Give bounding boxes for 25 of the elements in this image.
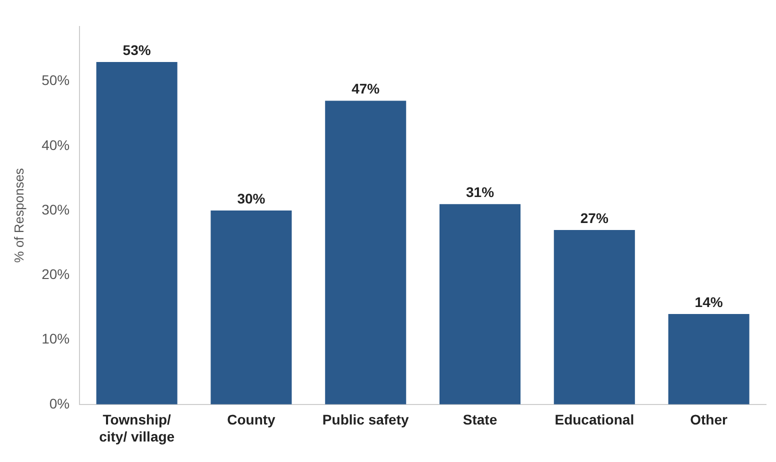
data-label: 31% (466, 184, 495, 200)
bar (668, 314, 750, 404)
x-tick-label: Educational (554, 412, 634, 428)
x-tick-label: State (462, 412, 498, 428)
data-label: 30% (237, 190, 266, 206)
y-axis-title: % of Responses (11, 168, 26, 263)
bar (554, 230, 635, 404)
y-tick-label: 20% (42, 266, 70, 282)
data-label: 27% (580, 210, 609, 226)
data-label: 53% (122, 42, 152, 58)
x-tick-label: County (227, 412, 276, 428)
bar (96, 62, 178, 404)
x-tick-label: Township/ city/ village (99, 412, 175, 444)
x-tick-label: Public safety (322, 412, 410, 428)
data-label: 47% (352, 80, 380, 97)
bar (210, 210, 292, 404)
x-tick-label: Other (690, 412, 728, 428)
bar (439, 204, 521, 404)
y-tick-label: 50% (42, 72, 70, 88)
y-tick-label: 40% (42, 136, 70, 153)
y-tick-label: 0% (49, 395, 70, 412)
y-tick-label: 10% (42, 330, 70, 347)
data-label: 14% (694, 294, 724, 310)
y-tick-label: 30% (42, 201, 70, 218)
bar (325, 100, 406, 404)
